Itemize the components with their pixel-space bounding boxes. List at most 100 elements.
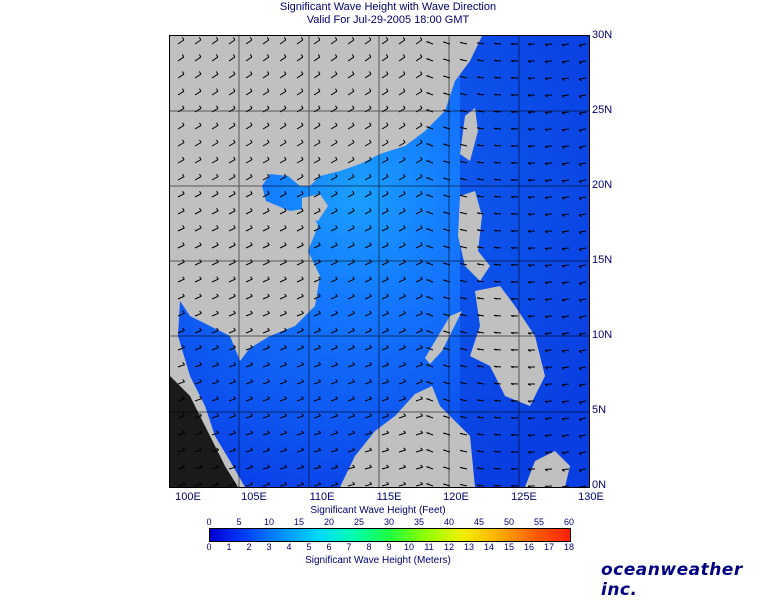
wave-arrow xyxy=(562,350,569,351)
wave-arrow xyxy=(562,112,569,113)
brand-logo: oceanweather inc. xyxy=(601,560,776,600)
feet-tick: 50 xyxy=(504,517,514,527)
wave-arrowhead xyxy=(443,297,446,298)
lon-label-130e: 130E xyxy=(578,491,604,503)
meter-tick: 15 xyxy=(504,542,514,552)
wave-arrow xyxy=(562,44,569,45)
wave-arrow xyxy=(562,367,569,368)
lat-label-5n: 5N xyxy=(592,404,606,416)
wave-arrow xyxy=(562,401,569,402)
feet-tick: 45 xyxy=(474,517,484,527)
meter-tick: 16 xyxy=(524,542,534,552)
wave-arrowhead xyxy=(426,195,429,196)
wave-arrow xyxy=(562,214,569,215)
wave-arrowhead xyxy=(443,263,446,264)
wave-arrow xyxy=(562,384,569,385)
wave-arrowhead xyxy=(426,450,429,451)
lon-label-125e: 125E xyxy=(511,491,537,503)
wave-arrowhead xyxy=(426,280,429,281)
wave-arrowhead xyxy=(443,433,446,434)
meter-tick: 3 xyxy=(266,542,271,552)
wave-arrowhead xyxy=(426,433,429,434)
meter-tick: 18 xyxy=(564,542,574,552)
meter-tick: 11 xyxy=(424,542,433,552)
wave-arrow xyxy=(562,333,569,334)
wave-arrowhead xyxy=(443,399,446,400)
wave-arrow xyxy=(562,265,569,266)
wave-arrow xyxy=(562,163,569,164)
wave-arrowhead xyxy=(443,110,446,111)
wave-arrowhead xyxy=(443,450,446,451)
wave-arrowhead xyxy=(443,467,446,468)
meter-tick: 10 xyxy=(404,542,414,552)
wave-arrowhead xyxy=(443,280,446,281)
wave-arrow xyxy=(562,435,569,436)
wave-arrowhead xyxy=(426,297,429,298)
wave-height-colorbar xyxy=(209,528,571,542)
wave-arrow xyxy=(562,452,569,453)
map-subtitle: Valid For Jul-29-2005 18:00 GMT xyxy=(0,14,776,26)
wave-arrowhead xyxy=(426,144,429,145)
feet-tick: 60 xyxy=(564,517,574,527)
map-title: Significant Wave Height with Wave Direct… xyxy=(0,1,776,13)
wave-arrowhead xyxy=(443,76,446,77)
wave-arrowhead xyxy=(426,382,429,383)
wave-arrow xyxy=(562,78,569,79)
wave-arrow xyxy=(562,486,569,487)
wave-arrowhead xyxy=(426,93,429,94)
wave-arrowhead xyxy=(426,416,429,417)
wave-arrow xyxy=(562,129,569,130)
wave-arrowhead xyxy=(443,93,446,94)
wave-arrowhead xyxy=(426,59,429,60)
wave-arrowhead xyxy=(426,399,429,400)
wave-arrowhead xyxy=(426,314,429,315)
wave-arrow xyxy=(562,316,569,317)
wave-arrowhead xyxy=(426,365,429,366)
wave-arrow xyxy=(562,197,569,198)
wave-arrowhead xyxy=(426,467,429,468)
feet-tick: 15 xyxy=(294,517,304,527)
wave-arrowhead xyxy=(443,314,446,315)
wave-arrowhead xyxy=(426,161,429,162)
wave-arrowhead xyxy=(426,331,429,332)
lon-label-120e: 120E xyxy=(443,491,469,503)
meter-tick: 6 xyxy=(326,542,331,552)
meter-tick: 9 xyxy=(386,542,391,552)
wave-arrowhead xyxy=(426,484,429,485)
wave-arrowhead xyxy=(426,246,429,247)
wave-arrowhead xyxy=(426,212,429,213)
wave-arrowhead xyxy=(443,161,446,162)
wave-arrowhead xyxy=(443,348,446,349)
wave-arrowhead xyxy=(443,212,446,213)
wave-arrow xyxy=(562,248,569,249)
wave-arrow xyxy=(562,418,569,419)
wave-arrowhead xyxy=(443,178,446,179)
wave-arrowhead xyxy=(426,127,429,128)
feet-tick: 55 xyxy=(534,517,544,527)
wave-arrowhead xyxy=(443,195,446,196)
feet-tick: 30 xyxy=(384,517,394,527)
wave-arrow xyxy=(562,231,569,232)
lat-label-25n: 25N xyxy=(592,104,612,116)
wave-arrowhead xyxy=(443,127,446,128)
lon-label-105e: 105E xyxy=(241,491,267,503)
legend-feet-title: Significant Wave Height (Feet) xyxy=(0,505,766,516)
meter-tick: 7 xyxy=(346,542,351,552)
lon-label-115e: 115E xyxy=(377,491,402,503)
wave-arrowhead xyxy=(443,59,446,60)
wave-arrowhead xyxy=(443,365,446,366)
feet-tick: 20 xyxy=(324,517,334,527)
feet-tick: 5 xyxy=(236,517,241,527)
meter-tick: 5 xyxy=(306,542,311,552)
meter-tick: 8 xyxy=(366,542,371,552)
wave-arrowhead xyxy=(426,263,429,264)
wave-arrow xyxy=(562,469,569,470)
meter-tick: 2 xyxy=(246,542,251,552)
meter-tick: 12 xyxy=(444,542,454,552)
lat-label-15n: 15N xyxy=(592,254,612,266)
lat-label-20n: 20N xyxy=(592,179,612,191)
feet-tick: 35 xyxy=(414,517,424,527)
meter-tick: 14 xyxy=(484,542,494,552)
wave-arrowhead xyxy=(426,348,429,349)
feet-tick: 0 xyxy=(206,517,211,527)
